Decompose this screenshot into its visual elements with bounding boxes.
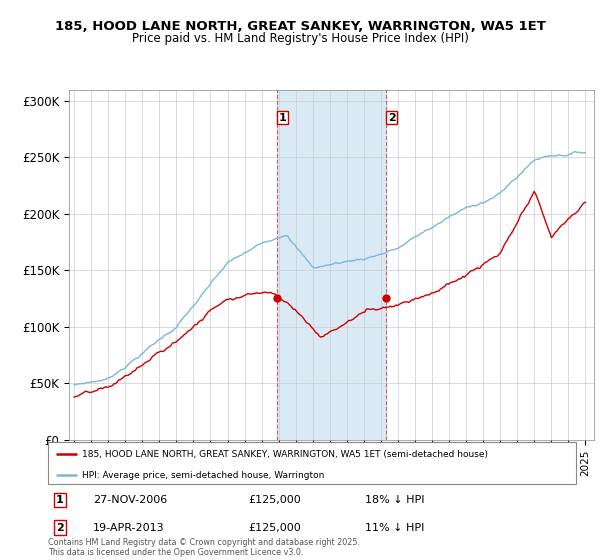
Text: Contains HM Land Registry data © Crown copyright and database right 2025.
This d: Contains HM Land Registry data © Crown c… [48,538,360,557]
Text: 19-APR-2013: 19-APR-2013 [93,522,164,533]
Text: HPI: Average price, semi-detached house, Warrington: HPI: Average price, semi-detached house,… [82,470,325,480]
Text: Price paid vs. HM Land Registry's House Price Index (HPI): Price paid vs. HM Land Registry's House … [131,32,469,45]
Text: 1: 1 [278,113,286,123]
Text: £125,000: £125,000 [248,522,301,533]
Text: £125,000: £125,000 [248,495,301,505]
Text: 27-NOV-2006: 27-NOV-2006 [93,495,167,505]
Text: 18% ↓ HPI: 18% ↓ HPI [365,495,424,505]
Text: 185, HOOD LANE NORTH, GREAT SANKEY, WARRINGTON, WA5 1ET: 185, HOOD LANE NORTH, GREAT SANKEY, WARR… [55,20,545,32]
Text: 1: 1 [56,495,64,505]
Text: 11% ↓ HPI: 11% ↓ HPI [365,522,424,533]
Text: 2: 2 [388,113,395,123]
Bar [277,90,386,440]
Text: 2: 2 [56,522,64,533]
Text: 185, HOOD LANE NORTH, GREAT SANKEY, WARRINGTON, WA5 1ET (semi-detached house): 185, HOOD LANE NORTH, GREAT SANKEY, WARR… [82,450,488,459]
